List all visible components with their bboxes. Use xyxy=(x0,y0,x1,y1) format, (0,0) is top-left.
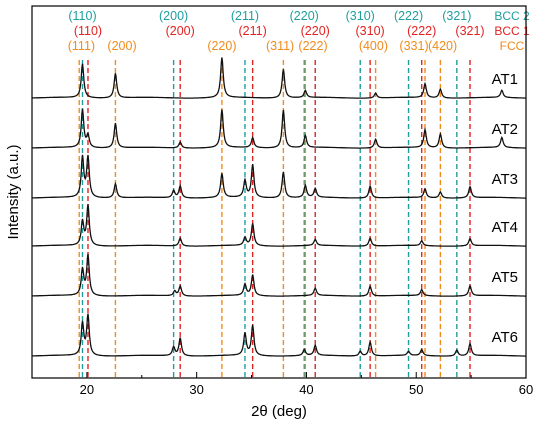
series-label-AT3: AT3 xyxy=(492,171,518,188)
legend-entry-1: BCC 1 xyxy=(494,24,530,38)
reference-label-bcc1-2: (211) xyxy=(239,24,267,38)
reference-label-bcc2-6: (321) xyxy=(442,9,471,23)
reference-label-fcc-7: (420) xyxy=(428,39,457,53)
x-axis-ticks: 20 30 40 50 60 xyxy=(31,372,533,397)
series-label-AT6: AT6 xyxy=(492,329,518,346)
trace-AT1 xyxy=(32,57,526,99)
reference-label-fcc-2: (220) xyxy=(207,39,236,53)
reference-label-bcc1-3: (220) xyxy=(301,24,330,38)
reference-label-fcc-6: (331) xyxy=(399,39,428,53)
reference-label-bcc1-0: (110) xyxy=(74,24,102,38)
reference-label-fcc-4: (222) xyxy=(298,39,327,53)
plot-frame xyxy=(31,5,527,379)
legend-entry-0: BCC 2 xyxy=(494,9,530,23)
reference-label-bcc1-5: (222) xyxy=(407,24,436,38)
series-label-AT5: AT5 xyxy=(492,269,518,286)
reference-label-bcc2-1: (200) xyxy=(159,9,188,23)
reference-labels: (110) (200) (211) (220) (310) (222) (321)(110)… xyxy=(68,9,485,53)
reference-label-bcc1-6: (321) xyxy=(455,24,484,38)
reference-label-fcc-1: (200) xyxy=(107,39,136,53)
reference-label-bcc2-3: (220) xyxy=(290,9,319,23)
reference-label-bcc1-4: (310) xyxy=(356,24,385,38)
reference-lines xyxy=(78,60,471,378)
x-tick-label-50: 50 xyxy=(409,382,423,397)
reference-label-bcc2-5: (222) xyxy=(394,9,423,23)
reference-label-bcc1-1: (200) xyxy=(166,24,195,38)
x-tick-label-60: 60 xyxy=(519,382,533,397)
reference-label-bcc2-0: (110) xyxy=(68,9,96,23)
x-tick-label-20: 20 xyxy=(80,382,94,397)
legend-entry-2: FCC xyxy=(500,39,525,53)
reference-label-fcc-3: (311) xyxy=(266,39,294,53)
x-tick-label-30: 30 xyxy=(189,382,203,397)
x-axis-label: 2θ (deg) xyxy=(251,403,307,420)
series-label-AT1: AT1 xyxy=(492,71,518,88)
reference-label-fcc-0: (111) xyxy=(68,39,95,53)
trace-AT6 xyxy=(32,313,526,357)
trace-AT3 xyxy=(32,154,526,199)
trace-AT2 xyxy=(31,108,527,149)
traces: AT1 AT2 AT3 AT4 AT5 AT6 xyxy=(31,57,527,357)
trace-AT5 xyxy=(31,253,526,297)
reference-label-bcc2-2: (211) xyxy=(231,9,259,23)
series-label-AT4: AT4 xyxy=(492,219,518,236)
y-axis-label: Intensity (a.u.) xyxy=(5,144,22,239)
reference-label-fcc-5: (400) xyxy=(359,39,388,53)
x-tick-label-40: 40 xyxy=(299,382,313,397)
series-label-AT2: AT2 xyxy=(492,121,518,138)
trace-AT4 xyxy=(31,204,526,247)
reference-label-bcc2-4: (310) xyxy=(346,9,375,23)
